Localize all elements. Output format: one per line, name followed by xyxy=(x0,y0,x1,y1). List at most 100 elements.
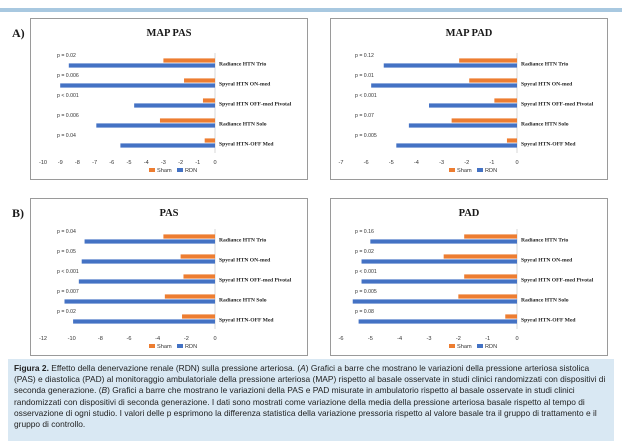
category-label: Spyral HTN OFF-med Pivotal xyxy=(219,278,292,284)
legend-label-rdn: RDN xyxy=(485,168,497,174)
chart-svg-map-pas: MAP PAS Radiance HTN Trio p = 0.02 Spyral H… xyxy=(39,28,292,174)
chart-svg-map-pad: MAP PAD Radiance HTN Trio p = 0.12 Spyral H… xyxy=(339,28,594,174)
caption-part-2: ) Grafici a barre che mostrano le variaz… xyxy=(14,363,606,396)
category-label: Spyral HTN-OFF Med xyxy=(219,318,274,324)
x-tick-label: -6 xyxy=(127,336,132,342)
x-tick-label: -6 xyxy=(339,336,344,342)
bar-sham xyxy=(506,138,517,143)
x-tick-label: -12 xyxy=(39,336,47,342)
bar-sham xyxy=(159,118,215,123)
bar-rdn xyxy=(120,143,215,148)
x-tick-label: -2 xyxy=(184,336,189,342)
x-tick-label: 0 xyxy=(515,336,518,342)
x-tick-label: -3 xyxy=(439,160,444,166)
chart-panel-pas: PAS Radiance HTN Trio p = 0.04 Spyral HTN O… xyxy=(30,198,308,356)
p-value-label: p = 0.006 xyxy=(57,73,79,79)
category-label: Radiance HTN Trio xyxy=(219,62,267,68)
bar-sham xyxy=(180,254,215,259)
x-tick-label: -8 xyxy=(75,160,80,166)
bar-rdn xyxy=(429,103,517,108)
bar-sham xyxy=(183,274,215,279)
x-tick-label: -7 xyxy=(339,160,344,166)
category-label: Radiance HTN Trio xyxy=(219,238,267,244)
bar-rdn xyxy=(361,259,517,264)
x-tick-label: -5 xyxy=(389,160,394,166)
bar-rdn xyxy=(396,143,517,148)
x-tick-label: -1 xyxy=(485,336,490,342)
x-tick-label: -9 xyxy=(58,160,63,166)
p-value-label: p = 0.02 xyxy=(57,309,76,315)
bar-rdn xyxy=(60,83,216,88)
chart-title: PAS xyxy=(159,208,178,219)
caption-part-1: Effetto della denervazione renale (RDN) … xyxy=(48,363,301,373)
p-value-label: p = 0.005 xyxy=(355,133,377,139)
chart-svg-pas: PAS Radiance HTN Trio p = 0.04 Spyral HTN O… xyxy=(39,208,292,350)
bar-sham xyxy=(204,138,215,143)
chart-svg-pad: PAD Radiance HTN Trio p = 0.16 Spyral HTN O… xyxy=(339,208,594,350)
category-label: Radiance HTN Solo xyxy=(219,298,267,304)
p-value-label: p = 0.07 xyxy=(355,113,374,119)
bar-rdn xyxy=(371,83,517,88)
x-tick-label: -7 xyxy=(92,160,97,166)
p-value-label: p = 0.04 xyxy=(57,133,76,139)
figure-caption: Figura 2. Effetto della denervazione ren… xyxy=(8,359,614,441)
chart-panel-map-pad: MAP PAD Radiance HTN Trio p = 0.12 Spyral H… xyxy=(330,18,608,180)
chart-title: MAP PAD xyxy=(446,28,493,39)
bar-rdn xyxy=(408,123,517,128)
p-value-label: p = 0.08 xyxy=(355,309,374,315)
category-label: Radiance HTN Solo xyxy=(521,298,569,304)
category-label: Spyral HTN ON-med xyxy=(521,82,573,88)
section-label-b: B) xyxy=(12,206,24,220)
chart-panel-map-pas: MAP PAS Radiance HTN Trio p = 0.02 Spyral H… xyxy=(30,18,308,180)
bar-rdn xyxy=(134,103,215,108)
legend-swatch-rdn xyxy=(177,344,183,348)
category-label: Spyral HTN ON-med xyxy=(219,258,271,264)
p-value-label: p < 0.001 xyxy=(57,93,79,99)
p-value-label: p = 0.16 xyxy=(355,229,374,235)
legend-swatch-sham xyxy=(449,168,455,172)
bar-rdn xyxy=(84,239,215,244)
bar-rdn xyxy=(68,63,215,68)
p-value-label: p = 0.007 xyxy=(57,289,79,295)
bar-rdn xyxy=(96,123,215,128)
p-value-label: p = 0.006 xyxy=(57,113,79,119)
bar-sham xyxy=(184,78,215,83)
p-value-label: p = 0.12 xyxy=(355,53,374,59)
bar-rdn xyxy=(383,63,517,68)
p-value-label: p < 0.001 xyxy=(355,269,377,275)
x-tick-label: -3 xyxy=(161,160,166,166)
p-value-label: p = 0.04 xyxy=(57,229,76,235)
x-tick-label: -3 xyxy=(427,336,432,342)
bar-sham xyxy=(464,274,517,279)
x-tick-label: -5 xyxy=(127,160,132,166)
bar-sham xyxy=(469,78,517,83)
category-label: Spyral HTN-OFF Med xyxy=(219,142,274,148)
p-value-label: p < 0.001 xyxy=(57,269,79,275)
bar-sham xyxy=(182,314,215,319)
legend-label-rdn: RDN xyxy=(185,344,197,350)
x-tick-label: -2 xyxy=(464,160,469,166)
header-rule xyxy=(0,8,622,12)
x-tick-label: 0 xyxy=(213,336,216,342)
category-label: Spyral HTN OFF-med Pivotal xyxy=(521,102,594,108)
bar-sham xyxy=(464,234,517,239)
legend-label-rdn: RDN xyxy=(185,168,197,174)
caption-part-3: ) Grafici a barre che mostrano le variaz… xyxy=(14,385,597,430)
p-value-label: p = 0.02 xyxy=(57,53,76,59)
caption-ref-b: B xyxy=(101,385,108,396)
chart-panel-pad: PAD Radiance HTN Trio p = 0.16 Spyral HTN O… xyxy=(330,198,608,356)
bar-sham xyxy=(458,294,517,299)
category-label: Spyral HTN ON-med xyxy=(521,258,573,264)
bar-rdn xyxy=(361,279,517,284)
x-tick-label: -2 xyxy=(456,336,461,342)
legend-swatch-sham xyxy=(149,344,155,348)
bar-sham xyxy=(451,118,517,123)
bar-sham xyxy=(443,254,517,259)
bar-sham xyxy=(202,98,215,103)
bar-rdn xyxy=(370,239,517,244)
x-tick-label: -4 xyxy=(144,160,149,166)
category-label: Radiance HTN Solo xyxy=(521,122,569,128)
p-value-label: p = 0.01 xyxy=(355,73,374,79)
caption-text: Figura 2. Effetto della denervazione ren… xyxy=(8,359,614,430)
legend-label-sham: Sham xyxy=(157,344,172,350)
